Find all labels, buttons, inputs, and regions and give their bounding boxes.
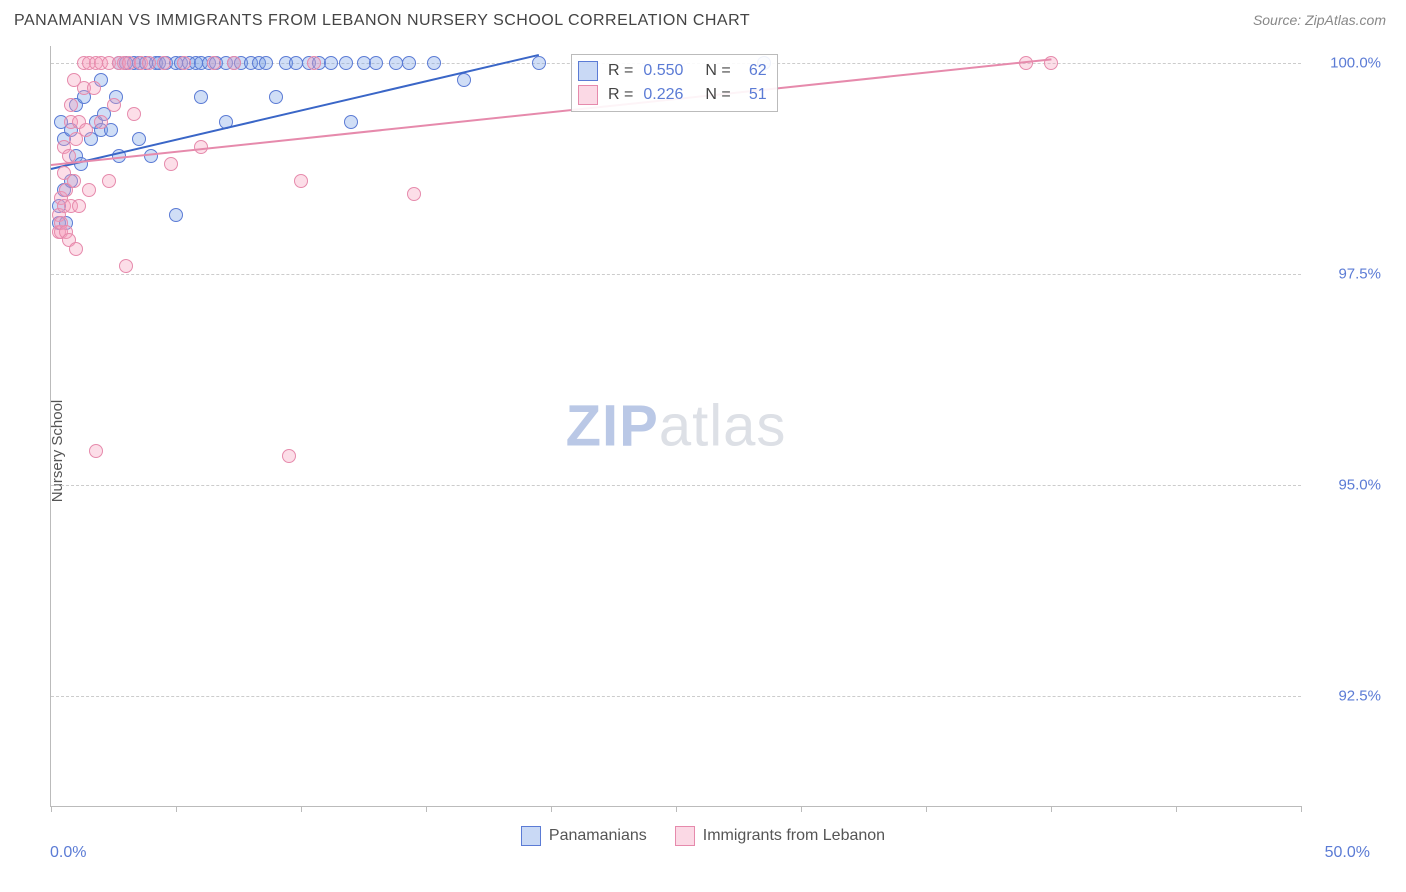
scatter-marker-panamanians xyxy=(324,56,338,70)
x-axis-min-label: 0.0% xyxy=(50,844,86,862)
legend-n-value: 62 xyxy=(741,62,767,80)
scatter-marker-panamanians xyxy=(259,56,273,70)
bottom-legend: Panamanians Immigrants from Lebanon xyxy=(0,826,1406,846)
scatter-marker-lebanon xyxy=(207,56,221,70)
legend-label: Immigrants from Lebanon xyxy=(703,827,885,845)
legend-label: Panamanians xyxy=(549,827,647,845)
stats-legend: R = 0.550 N = 62 R = 0.226 N = 51 xyxy=(571,54,778,112)
xtick xyxy=(426,806,427,812)
scatter-marker-lebanon xyxy=(82,183,96,197)
xtick xyxy=(551,806,552,812)
scatter-marker-lebanon xyxy=(282,449,296,463)
legend-swatch-pink xyxy=(675,826,695,846)
scatter-marker-lebanon xyxy=(177,56,191,70)
legend-item-lebanon: Immigrants from Lebanon xyxy=(675,826,885,846)
xtick xyxy=(926,806,927,812)
scatter-marker-lebanon xyxy=(294,174,308,188)
scatter-marker-lebanon xyxy=(94,115,108,129)
scatter-marker-lebanon xyxy=(89,444,103,458)
scatter-marker-panamanians xyxy=(269,90,283,104)
scatter-marker-panamanians xyxy=(427,56,441,70)
legend-swatch-blue xyxy=(521,826,541,846)
xtick xyxy=(301,806,302,812)
plot-wrap: Nursery School ZIPatlas 92.5%95.0%97.5%1… xyxy=(0,36,1406,866)
scatter-marker-lebanon xyxy=(67,174,81,188)
watermark-bold: ZIP xyxy=(566,394,659,459)
scatter-marker-lebanon xyxy=(157,56,171,70)
legend-n-label: N = xyxy=(705,86,730,104)
scatter-marker-panamanians xyxy=(457,73,471,87)
xtick xyxy=(1301,806,1302,812)
legend-r-label: R = xyxy=(608,86,633,104)
scatter-marker-panamanians xyxy=(369,56,383,70)
legend-r-label: R = xyxy=(608,62,633,80)
stats-legend-row-panamanians: R = 0.550 N = 62 xyxy=(578,59,767,83)
scatter-marker-lebanon xyxy=(307,56,321,70)
watermark-rest: atlas xyxy=(659,394,787,459)
legend-item-panamanians: Panamanians xyxy=(521,826,647,846)
xtick xyxy=(801,806,802,812)
xtick xyxy=(1176,806,1177,812)
xtick xyxy=(176,806,177,812)
xtick xyxy=(1051,806,1052,812)
scatter-marker-lebanon xyxy=(164,157,178,171)
legend-n-label: N = xyxy=(705,62,730,80)
trend-line-lebanon xyxy=(51,59,1051,167)
scatter-marker-panamanians xyxy=(344,115,358,129)
gridline xyxy=(51,696,1301,697)
stats-legend-row-lebanon: R = 0.226 N = 51 xyxy=(578,83,767,107)
scatter-marker-lebanon xyxy=(87,81,101,95)
ytick-label: 97.5% xyxy=(1311,266,1381,283)
scatter-marker-lebanon xyxy=(407,187,421,201)
scatter-marker-lebanon xyxy=(107,98,121,112)
scatter-marker-panamanians xyxy=(169,208,183,222)
scatter-marker-panamanians xyxy=(132,132,146,146)
watermark: ZIPatlas xyxy=(566,393,787,460)
scatter-marker-panamanians xyxy=(532,56,546,70)
chart-title: PANAMANIAN VS IMMIGRANTS FROM LEBANON NU… xyxy=(14,12,750,30)
plot-area: ZIPatlas 92.5%95.0%97.5%100.0%R =0.550N … xyxy=(50,46,1301,807)
scatter-marker-lebanon xyxy=(142,56,156,70)
scatter-marker-lebanon xyxy=(69,242,83,256)
legend-n-value: 51 xyxy=(741,86,767,104)
scatter-marker-lebanon xyxy=(127,107,141,121)
scatter-marker-lebanon xyxy=(72,199,86,213)
xtick xyxy=(676,806,677,812)
scatter-marker-lebanon xyxy=(64,98,78,112)
gridline xyxy=(51,485,1301,486)
scatter-marker-lebanon xyxy=(227,56,241,70)
ytick-label: 92.5% xyxy=(1311,688,1381,705)
gridline xyxy=(51,274,1301,275)
source-attribution: Source: ZipAtlas.com xyxy=(1253,12,1406,30)
scatter-marker-panamanians xyxy=(402,56,416,70)
ytick-label: 100.0% xyxy=(1311,54,1381,71)
scatter-marker-lebanon xyxy=(102,174,116,188)
scatter-marker-panamanians xyxy=(194,90,208,104)
legend-r-value: 0.226 xyxy=(643,86,695,104)
x-axis-max-label: 50.0% xyxy=(1300,844,1370,862)
legend-r-value: 0.550 xyxy=(643,62,695,80)
scatter-marker-panamanians xyxy=(339,56,353,70)
legend-swatch-icon xyxy=(578,85,598,105)
scatter-marker-lebanon xyxy=(119,259,133,273)
scatter-marker-lebanon xyxy=(79,123,93,137)
xtick xyxy=(51,806,52,812)
ytick-label: 95.0% xyxy=(1311,477,1381,494)
legend-swatch-icon xyxy=(578,61,598,81)
